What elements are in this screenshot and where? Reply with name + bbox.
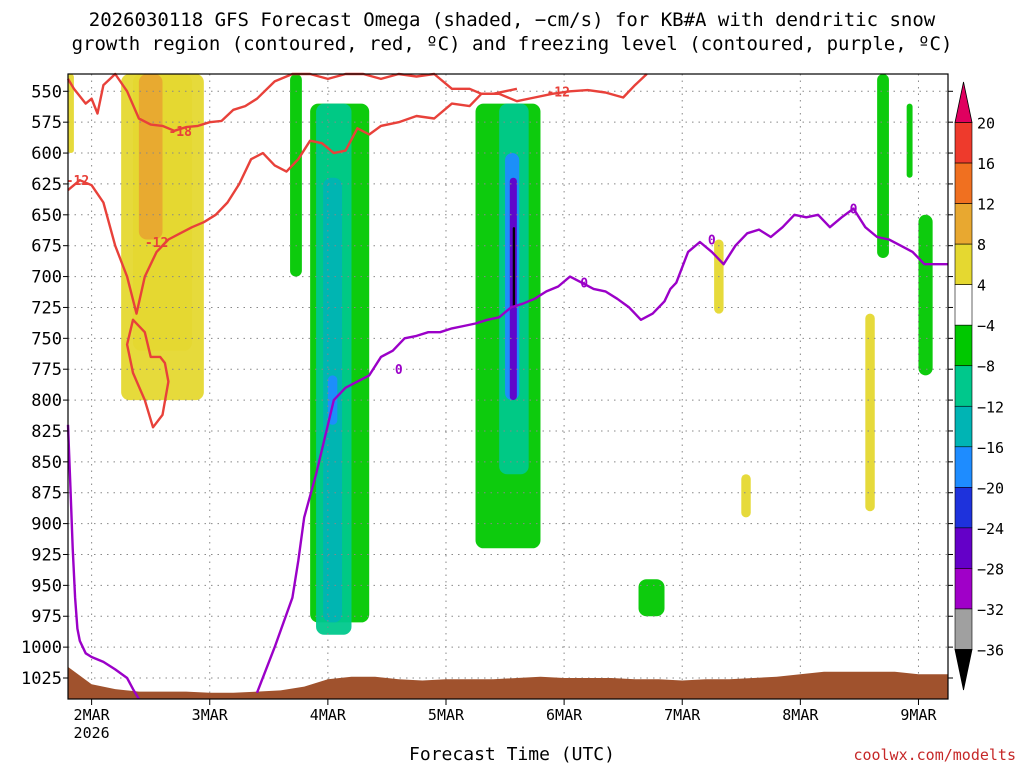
y-tick-label-9: 775 [31,360,62,380]
colorbar-label-10: −24 [977,520,1004,538]
y-tick-label-7: 725 [31,298,62,318]
y-tick-label-13: 875 [31,484,62,504]
omega-shaded-region-18 [865,313,875,512]
omega-shading-layer [68,74,933,635]
colorbar-label-13: −36 [977,641,1004,659]
colorbar-cell-0 [954,81,973,123]
omega-shaded-region-4 [290,74,302,277]
contour-label-layer: -12 -12 -18 -12 0 0 0 0 [66,85,858,378]
contour-label-1: -12 [145,236,168,251]
y-tick-label-2: 600 [31,144,62,164]
colorbar-label-9: −20 [977,479,1004,497]
ground-terrain [68,666,948,699]
snow-growth-pocket-contour [125,318,170,429]
y-tick-label-4: 650 [31,206,62,226]
snow-growth-lower-contour [67,87,518,315]
x-tick-label-4: 6MAR [546,706,583,724]
y-tick-label-5: 675 [31,237,62,257]
y-tick-label-17: 975 [31,607,62,627]
ground-layer [68,666,948,699]
grid-layer [68,74,948,699]
colorbar-cell-12 [954,568,973,610]
x-tick-label-6: 8MAR [782,706,819,724]
y-tick-label-14: 900 [31,515,62,535]
colorbar-cell-5 [954,284,973,326]
colorbar-label-4: 4 [977,277,986,295]
colorbar-cell-2 [954,162,973,204]
colorbar-cell-3 [954,203,973,245]
freezing-level-left-contour [66,424,140,700]
freezing-level-contour [255,207,948,694]
colorbar-cell-14 [954,649,973,691]
colorbar-cell-6 [954,324,973,367]
omega-shaded-region-13 [512,227,516,308]
x-axis: 2MAR 3MAR 4MAR 5MAR 6MAR 7MAR 8MAR 9MAR 2026 [74,699,937,742]
y-tick-label-10: 800 [31,391,62,411]
x-tick-label-7: 9MAR [900,706,937,724]
colorbar-label-2: 12 [977,196,995,214]
colorbar-cell-8 [954,405,973,448]
colorbar-label-12: −32 [977,601,1004,619]
y-tick-label-15: 925 [31,545,62,565]
chart-title: 2026030118 GFS Forecast Omega (shaded, −… [0,8,1024,56]
y-tick-label-0: 550 [31,82,62,102]
x-tick-label-2: 4MAR [310,706,347,724]
colorbar-label-7: −12 [977,398,1004,416]
contour-label-3: -12 [546,85,569,100]
colorbar-label-0: 20 [977,115,995,133]
colorbar-label-6: −8 [977,358,995,376]
colorbar-label-5: −4 [977,317,995,335]
colorbar-label-3: 8 [977,236,986,254]
contour-label-7: 0 [850,203,858,218]
y-tick-label-18: 1000 [21,638,62,658]
colorbar: 20 16 12 8 4 −4 −8 −12 −16 −20 −24 −28 −32 −36 [954,81,1004,691]
site-credit: coolwx.com/modelts [853,746,1016,764]
colorbar-cell-1 [954,122,973,164]
contour-label-2: -18 [168,125,192,140]
y-tick-label-6: 700 [31,268,62,288]
colorbar-cell-11 [954,527,973,569]
contour-label-0: -12 [66,174,89,189]
omega-shaded-region-3 [68,74,74,154]
omega-shaded-region-19 [741,474,751,518]
plot-frame [67,73,949,700]
y-tick-label-19: 1025 [21,669,62,689]
x-tick-label-1: 3MAR [192,706,229,724]
omega-shaded-region-20 [638,579,665,617]
colorbar-cell-4 [954,243,973,285]
omega-shaded-region-14 [877,74,889,259]
y-tick-label-16: 950 [31,576,62,596]
omega-shaded-region-16 [918,214,933,376]
colorbar-cell-10 [954,487,973,529]
y-tick-label-8: 750 [31,329,62,349]
colorbar-cell-7 [954,365,973,407]
x-tick-label-3: 5MAR [428,706,465,724]
title-line-1: 2026030118 GFS Forecast Omega (shaded, −… [88,9,936,31]
x-axis-label: Forecast Time (UTC) [409,744,615,765]
x-tick-year-label: 2026 [74,724,110,742]
omega-shaded-region-2 [138,74,163,240]
y-tick-label-11: 825 [31,422,62,442]
y-tick-label-3: 625 [31,175,62,195]
colorbar-cell-9 [954,446,973,488]
omega-shaded-region-15 [906,103,913,178]
contour-label-6: 0 [708,234,716,249]
x-tick-label-0: 2MAR [74,706,111,724]
y-tick-label-1: 575 [31,113,62,133]
colorbar-label-8: −16 [977,439,1004,457]
colorbar-cell-13 [954,608,973,650]
colorbar-label-11: −28 [977,560,1004,578]
title-line-2: growth region (contoured, red, ºC) and f… [71,33,953,55]
x-tick-label-5: 7MAR [664,706,701,724]
contour-label-5: 0 [580,277,588,292]
y-tick-label-12: 850 [31,453,62,473]
colorbar-label-1: 16 [977,155,995,173]
y-axis: 550 575 600 625 650 675 700 725 750 775 800 825 850 8… [21,82,953,689]
contour-label-4: 0 [395,363,403,378]
